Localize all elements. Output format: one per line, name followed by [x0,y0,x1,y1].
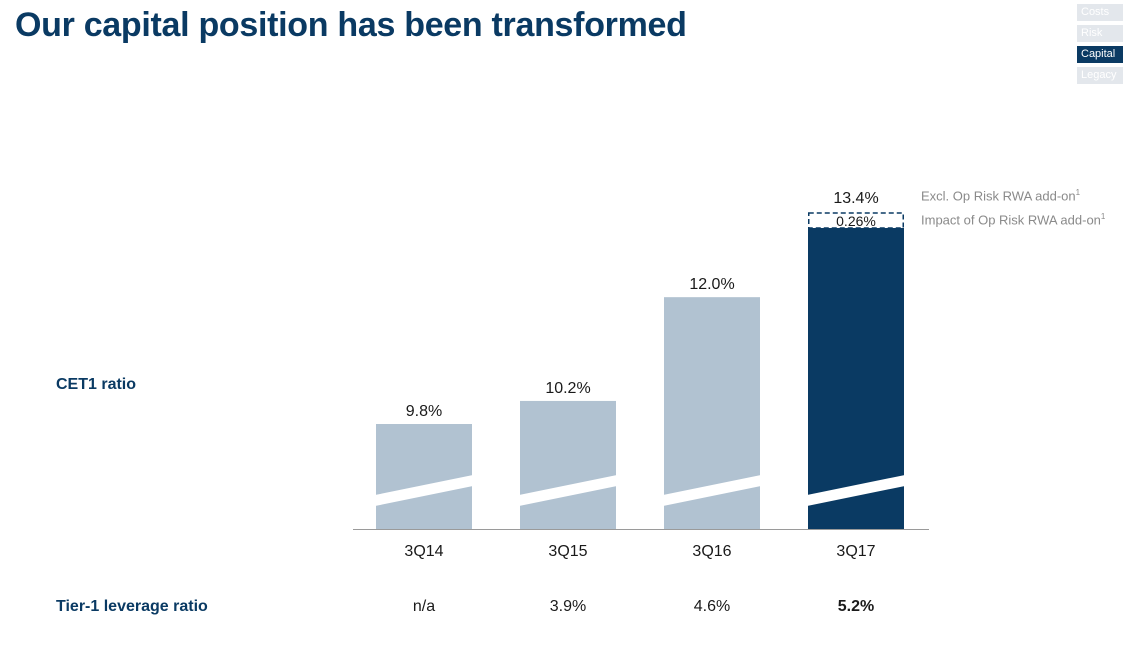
leverage-value-3q16: 4.6% [693,598,731,615]
total-value-label: 13.4% [833,190,878,207]
leverage-value-3q15: 3.9% [549,598,587,615]
leverage-ratio-label: Tier-1 leverage ratio [56,598,208,615]
value-label-3q17: 13.2% [833,123,878,140]
axis-break-3q14 [375,475,473,506]
nav-item-risk[interactable]: Risk [1077,25,1123,42]
addon-segment-3q17 [808,212,904,229]
value-label-3q16: 12.0% [689,276,734,293]
leverage-value-3q17: 5.2% [837,598,875,615]
axis-break-3q17 [807,475,905,506]
bar-3q14 [376,424,472,529]
section-nav: Costs Risk Capital Legacy [1077,4,1123,88]
nav-item-costs[interactable]: Costs [1077,4,1123,21]
nav-item-legacy[interactable]: Legacy [1077,67,1123,84]
impact-op-risk-note: Impact of Op Risk RWA add-on1 [921,212,1106,228]
axis-break-3q15 [519,475,617,506]
category-label-3q14: 3Q14 [404,543,443,560]
bar-3q15 [520,400,616,529]
nav-item-capital[interactable]: Capital [1077,46,1123,63]
category-label-3q17: 3Q17 [836,543,875,560]
value-label-3q14: 9.8% [406,403,442,420]
addon-value-label: 0.26% [836,213,876,229]
category-label-3q15: 3Q15 [548,543,587,560]
value-label-3q15: 10.2% [545,380,590,397]
excl-op-risk-note: Excl. Op Risk RWA add-on1 [921,188,1081,204]
axis-break-3q16 [663,475,761,506]
page-title: Our capital position has been transforme… [15,6,687,44]
category-label-3q16: 3Q16 [692,543,731,560]
cet1-ratio-label: CET1 ratio [56,376,137,393]
leverage-value-3q14: n/a [412,598,436,615]
